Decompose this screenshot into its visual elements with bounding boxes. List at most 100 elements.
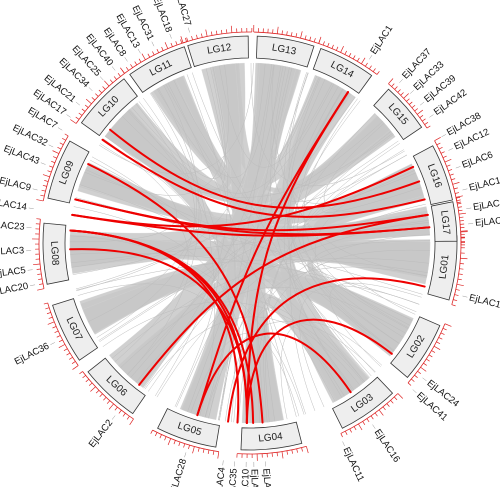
gene-pointer [99,76,104,81]
collinearity-line [299,285,420,408]
gene-pointer [48,144,54,148]
tick-mark [46,312,51,315]
gene-label: EjLAC43 [2,143,41,167]
tick-mark [348,53,352,57]
tick-mark [345,431,348,435]
chromosome-lg13: LG13 [256,35,315,68]
tick-mark [420,366,427,372]
tick-mark [388,78,394,84]
tick-mark [186,37,189,42]
tick-mark [449,173,454,176]
tick-mark [458,209,463,212]
gene-label: EjLAC18 [150,0,174,34]
tick-mark [47,321,55,325]
chromosome-lg03: LG03 [332,376,394,429]
duplication-link [196,332,352,417]
gene-pointer [137,48,141,54]
tick-mark [391,83,395,87]
tick-mark [42,184,47,187]
tick-mark [113,76,117,80]
tick-mark [134,61,138,66]
tick-mark [37,273,42,275]
tick-mark [423,362,427,366]
tick-mark [295,33,298,38]
tick-mark [49,165,54,168]
tick-mark [352,55,356,60]
collinearity-line [303,98,409,329]
gene-label: EjLAC2 [87,418,116,450]
gene-pointer [422,377,427,382]
collinearity-line [98,140,399,341]
gene-label: EjLAC27 [172,0,193,27]
tick-mark [95,93,99,97]
tick-axis [182,31,252,44]
tick-mark [286,31,288,36]
tick-mark [453,187,458,190]
gene-pointer [169,33,172,39]
gene-pointer [124,57,128,62]
tick-mark [436,341,441,345]
collinearity-line [208,266,428,419]
tick-mark [118,410,122,414]
collinearity-ribbon [179,63,242,418]
tick-mark [37,288,45,291]
tick-mark [276,26,279,34]
tick-mark [422,118,426,122]
tick-mark [120,67,125,74]
collinearity-links [69,62,431,424]
chromosome-label: LG12 [206,42,232,57]
tick-mark [457,201,462,204]
tick-mark [58,344,66,349]
tick-mark [170,42,173,47]
tick-mark [424,122,429,125]
gene-pointer [88,87,93,92]
chromosome-lg09: LG09 [47,140,90,204]
tick-mark [54,330,59,333]
tick-mark [340,45,344,53]
collinearity-line [121,68,226,190]
gene-pointer [111,66,116,71]
chromosome-box [390,316,441,378]
collinearity-line [71,222,429,264]
tick-mark [56,335,61,338]
chromosome-lg12: LG12 [187,35,249,68]
tick-mark [129,418,134,425]
collinearity-line [111,257,429,359]
gene-pointer [420,101,425,106]
tick-mark [390,400,394,404]
collinearity-line [250,63,405,187]
tick-mark [159,434,162,439]
tick-mark [365,62,368,67]
tick-mark [431,350,436,353]
tick-mark [44,180,49,182]
tick-mark [366,418,370,423]
tick-mark [173,440,176,445]
collinearity-line [176,301,227,412]
tick-mark [451,178,456,181]
tick-scale-lg02 [407,323,452,386]
tick-mark [458,273,463,275]
tick-mark [455,195,463,198]
tick-mark [406,98,410,102]
gene-label: EjLAC23 [0,219,25,233]
chromosome-box [42,222,70,285]
tick-scale-lg03 [340,393,404,438]
tick-mark [331,44,334,49]
tick-mark [207,449,210,454]
tick-axis [340,393,399,434]
gene-pointer [409,90,414,94]
gene-label: EjLAC9 [0,175,32,193]
chromosome-label: LG17 [438,210,452,236]
gene-pointer [27,269,33,271]
tick-mark [457,206,462,208]
tick-mark [70,119,77,124]
gene-pointer [111,415,116,420]
tick-scale-lg09 [36,133,69,202]
tick-mark [434,137,441,142]
tick-mark [327,42,330,47]
tick-mark [444,159,452,163]
tick-mark [397,89,401,93]
tick-mark [52,326,57,329]
gene-label: EjLAC15 [468,292,500,312]
tick-mark [426,358,430,362]
